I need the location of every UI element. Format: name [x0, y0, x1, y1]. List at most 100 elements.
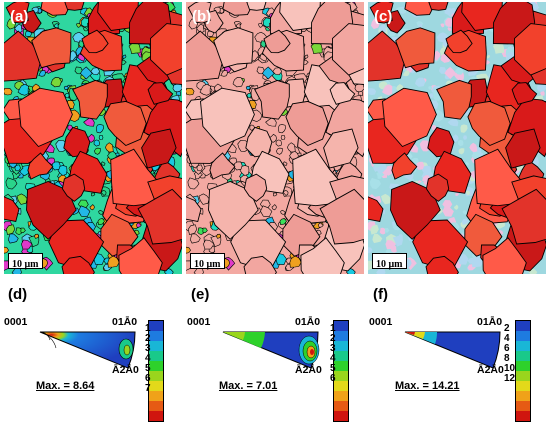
color-scale-swatch — [334, 341, 348, 351]
coarse-grain — [222, 2, 255, 16]
color-scale-swatch — [334, 361, 348, 371]
coarse-grain — [209, 152, 236, 180]
direction-01-10-label: 01Ā0 — [112, 316, 138, 328]
fine-grain — [500, 222, 506, 228]
fine-grain — [279, 218, 287, 226]
color-scale-swatch — [149, 411, 163, 421]
color-scale-swatch — [516, 381, 530, 391]
direction-01-10-label: 01Ā0 — [477, 316, 503, 328]
fine-grain — [272, 192, 278, 197]
color-scale-swatch — [516, 411, 530, 421]
fine-grain — [93, 139, 100, 147]
coarse-grain — [5, 2, 30, 24]
color-scale-swatch — [149, 321, 163, 331]
fine-grain — [54, 23, 59, 29]
ebsd-map-c: (c) 10 μm — [368, 2, 546, 274]
direction-0001-label: 0001 — [369, 316, 393, 328]
fine-grain — [354, 83, 364, 93]
fine-grain — [187, 224, 198, 235]
panel-label: (a) — [10, 8, 29, 25]
fine-grain — [76, 23, 81, 28]
fine-grain — [38, 70, 46, 77]
color-scale-swatch — [149, 331, 163, 341]
fine-grain — [216, 233, 222, 239]
color-scale-swatch — [516, 341, 530, 351]
color-scale-swatch — [334, 331, 348, 341]
fine-grain — [442, 200, 453, 209]
fine-grain — [17, 83, 29, 96]
panel-label: (b) — [192, 8, 212, 25]
fine-grain — [239, 165, 250, 176]
scale-bar: 10 μm — [372, 253, 407, 270]
color-scale-ticks: 2 4 6 8 10 12 — [504, 324, 515, 384]
coarse-grain — [141, 128, 177, 169]
fine-grain — [381, 193, 392, 205]
color-scale-swatch — [334, 391, 348, 401]
coarse-grain — [332, 23, 364, 76]
fine-grain — [471, 256, 484, 268]
fine-grain — [275, 139, 282, 147]
color-scale-swatch — [149, 381, 163, 391]
fine-grain — [98, 135, 104, 141]
fine-grain — [203, 239, 215, 250]
ipf-sector — [404, 331, 501, 369]
direction-0001-label: 0001 — [187, 316, 211, 328]
fine-grain — [190, 233, 201, 244]
panel-label: (e) — [191, 286, 210, 303]
fine-grain — [440, 23, 445, 28]
color-scale-tick: 4 — [145, 353, 151, 364]
color-scale-tick: 4 — [504, 333, 510, 344]
color-scale-swatch — [149, 401, 163, 411]
fine-grain — [258, 23, 263, 28]
fine-grain — [453, 204, 459, 210]
color-scale-swatch — [149, 351, 163, 361]
fine-grain — [411, 157, 419, 165]
fine-grain — [378, 164, 385, 171]
color-scale-swatch — [516, 371, 530, 381]
fine-grain — [232, 77, 244, 88]
coarse-grain — [118, 237, 163, 274]
fine-grain — [370, 224, 379, 235]
fine-grain — [428, 86, 433, 90]
color-scale-swatch — [516, 331, 530, 341]
fine-grain — [89, 204, 95, 211]
panel-label: (d) — [8, 286, 28, 303]
fine-grain — [398, 234, 403, 239]
fine-grain — [422, 165, 431, 176]
fine-grain — [14, 164, 21, 172]
coarse-grain — [514, 23, 546, 76]
fine-grain — [418, 23, 423, 28]
fine-grain — [458, 139, 464, 147]
fine-grain — [220, 70, 228, 77]
color-scale-swatch — [334, 351, 348, 361]
color-scale-tick: 6 — [504, 343, 510, 354]
coarse-grain — [263, 29, 291, 54]
coarse-grain — [243, 173, 268, 202]
fine-grain — [90, 192, 96, 197]
coarse-grain — [382, 87, 437, 148]
fine-grain — [486, 54, 490, 59]
coarse-grain — [150, 23, 182, 76]
fine-grain — [265, 26, 270, 32]
color-scale-swatch — [334, 401, 348, 411]
color-scale-tick: 3 — [145, 343, 151, 354]
color-scale-swatch — [149, 371, 163, 381]
coarse-grain — [319, 188, 364, 245]
fine-grain — [78, 205, 91, 218]
color-scale-swatch — [516, 321, 530, 331]
direction-0001-label: 0001 — [4, 316, 28, 328]
coarse-grain — [4, 30, 42, 82]
fine-grain — [197, 227, 204, 235]
fine-grain — [457, 253, 469, 265]
fine-grain — [402, 70, 410, 77]
ipf-orientation-map — [368, 2, 546, 274]
fine-grain — [372, 233, 383, 244]
fine-grain — [434, 110, 444, 122]
coarse-grain — [147, 82, 174, 105]
fine-grain — [15, 227, 22, 235]
fine-grain — [462, 210, 468, 215]
